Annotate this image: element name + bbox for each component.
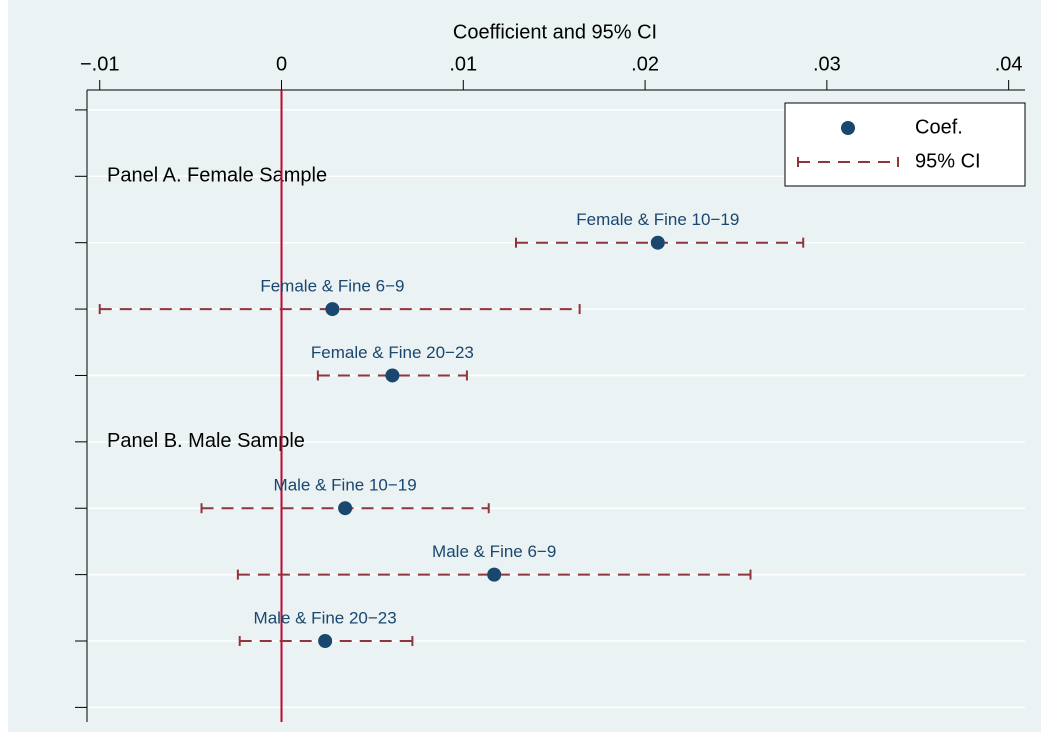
ci-bar (98, 304, 581, 315)
coef-point (385, 368, 400, 383)
x-tick-label: .02 (631, 53, 659, 75)
x-tick-label: 0 (276, 53, 287, 75)
coef-point (338, 501, 353, 516)
x-axis-title: Coefficient and 95% CI (453, 21, 657, 43)
point-label: Male & Fine 10−19 (274, 476, 417, 495)
panel-label: Panel A. Female Sample (107, 165, 327, 187)
legend-box (784, 102, 1026, 187)
plot-region (87, 90, 1025, 722)
legend-marker (841, 121, 855, 135)
x-tick-label: .01 (449, 53, 477, 75)
point-label: Male & Fine 20−23 (254, 608, 397, 627)
x-tick-label: .03 (813, 53, 841, 75)
coef-point (487, 567, 502, 582)
point-label: Female & Fine 20−23 (311, 343, 474, 362)
point-label: Male & Fine 6−9 (432, 542, 556, 561)
legend-label: 95% CI (915, 150, 981, 172)
coef-point (650, 235, 665, 250)
coef-point (318, 634, 333, 649)
panel-label: Panel B. Male Sample (107, 430, 305, 452)
legend-ci-sample (797, 157, 899, 167)
legend-label: Coef. (915, 116, 963, 138)
ci-bar (316, 370, 468, 381)
coef-point (325, 302, 340, 317)
point-label: Female & Fine 10−19 (576, 210, 739, 229)
x-tick-label: −.01 (80, 53, 119, 75)
ci-bar (236, 569, 752, 580)
point-label: Female & Fine 6−9 (260, 277, 404, 296)
x-tick-label: .04 (995, 53, 1023, 75)
